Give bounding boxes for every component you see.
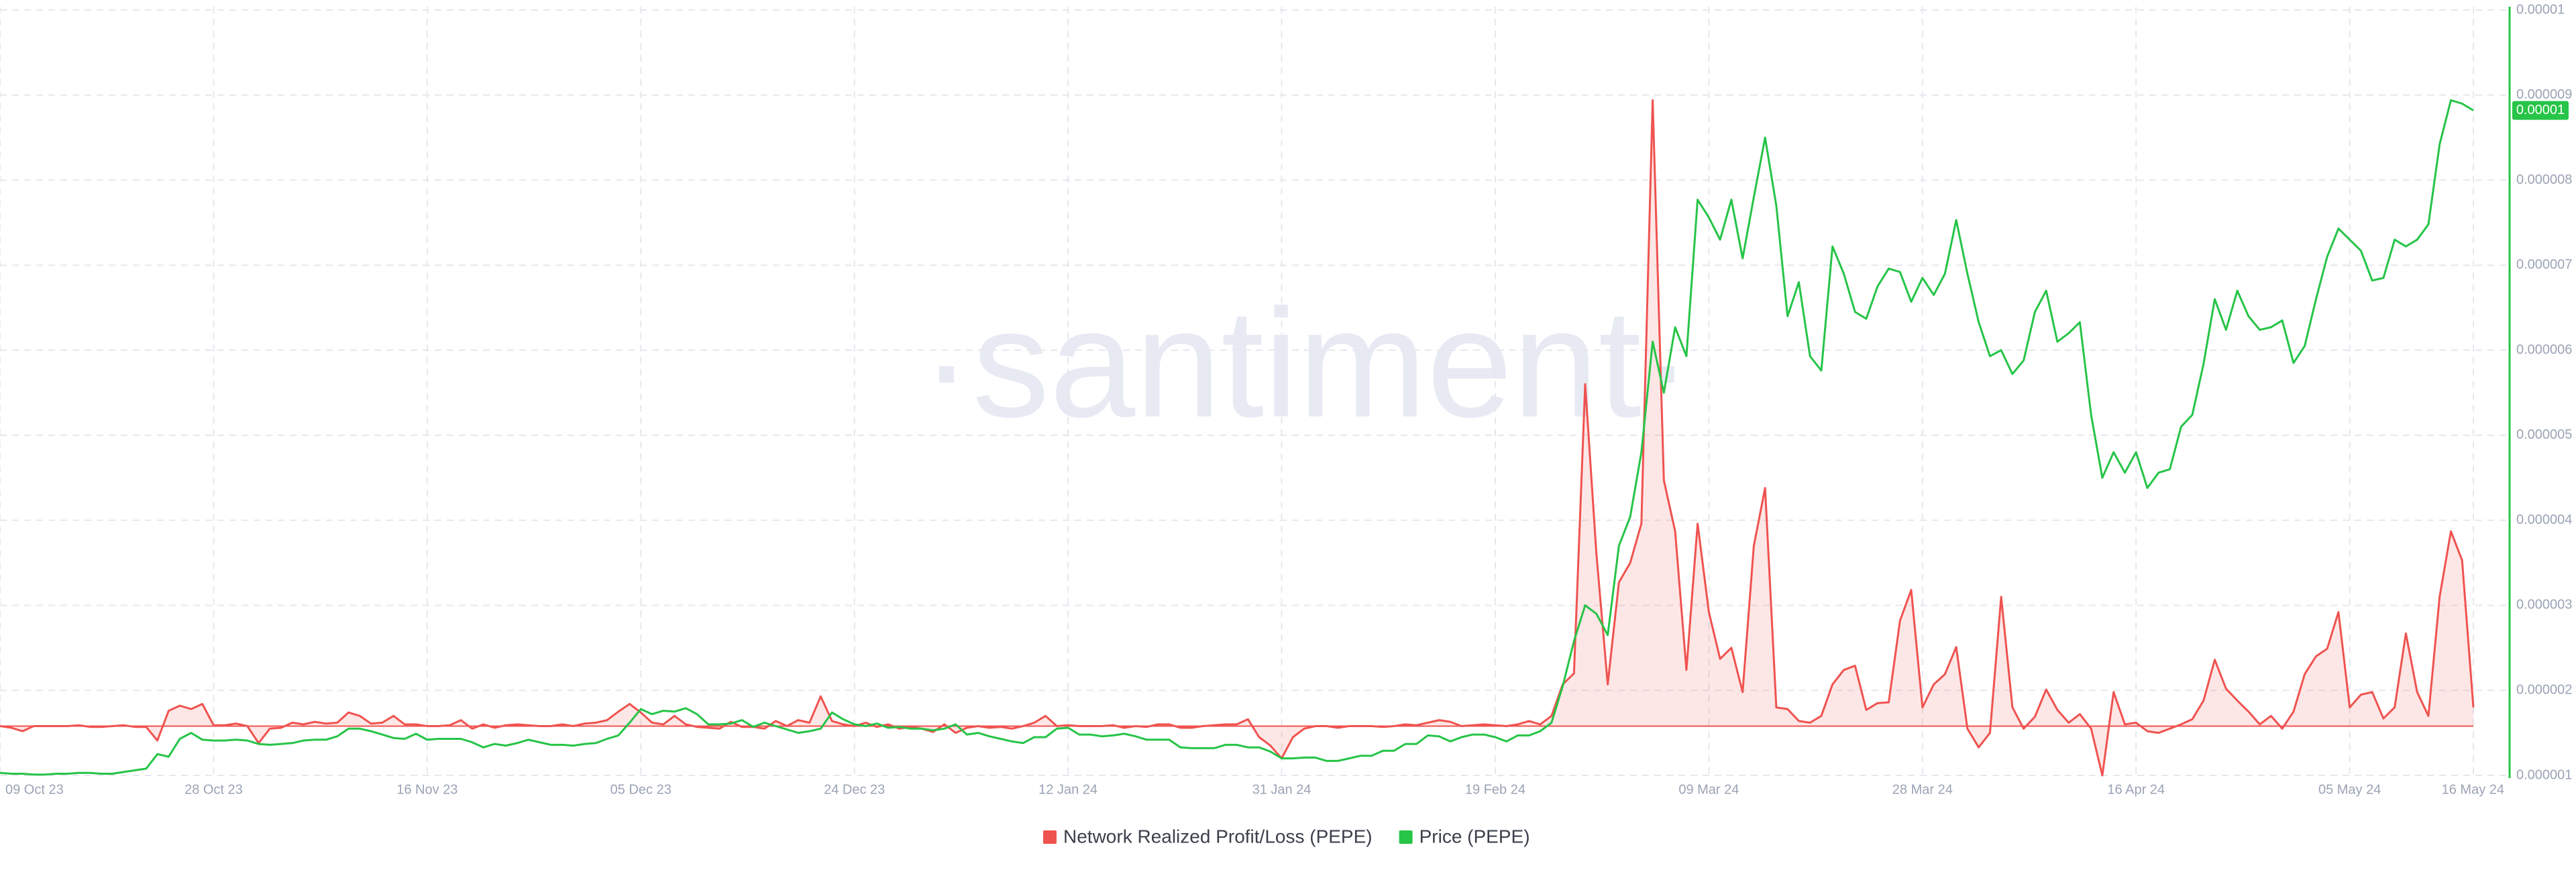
x-tick-label: 19 Feb 24 [1465,782,1525,797]
line [0,99,2474,776]
last-value-box [2512,101,2569,120]
x-tick-label: 24 Dec 23 [824,782,885,797]
y2-tick-label: 0.000009 [2516,87,2572,102]
y2-tick-label: 0.000002 [2516,683,2572,698]
x-tick-label: 16 Nov 23 [396,782,458,797]
last-value-label: 0.00001 [2516,103,2565,117]
y2-tick-label: 0.000004 [2516,512,2572,527]
x-tick-label: 05 May 24 [2318,782,2381,797]
x-tick-label: 31 Jan 24 [1252,782,1311,797]
legend: Network Realized Profit/Loss (PEPE) Price… [1043,826,1530,847]
x-tick-label: 16 May 24 [2442,782,2504,797]
y2-tick-label: 0.00001 [2516,2,2565,17]
y2-tick-label: 0.000006 [2516,342,2572,357]
x-tick-label: 28 Mar 24 [1892,782,1953,797]
area [0,100,2473,775]
legend-swatch [1043,830,1057,844]
x-tick-label: 12 Jan 24 [1038,782,1097,797]
x-tick-label: 09 Mar 24 [1678,782,1739,797]
y2-tick-label: 0.000005 [2516,427,2572,442]
watermark: ·santiment· [921,277,1693,449]
legend-label: Price (PEPE) [1419,826,1530,847]
y2-tick-label: 0.000001 [2516,767,2572,782]
legend-label: Network Realized Profit/Loss (PEPE) [1063,826,1373,847]
y2-tick-label: 0.000003 [2516,598,2572,612]
x-tick-label: 05 Dec 23 [610,782,672,797]
line [0,99,2475,777]
y2-tick-label: 0.000007 [2516,258,2572,272]
x-tick-label: 09 Oct 23 [5,782,64,797]
x-tick-label: 28 Oct 23 [184,782,243,797]
x-tick-label: 16 Apr 24 [2107,782,2165,797]
y2-tick-label: 0.000008 [2516,172,2572,187]
legend-swatch [1399,830,1413,844]
